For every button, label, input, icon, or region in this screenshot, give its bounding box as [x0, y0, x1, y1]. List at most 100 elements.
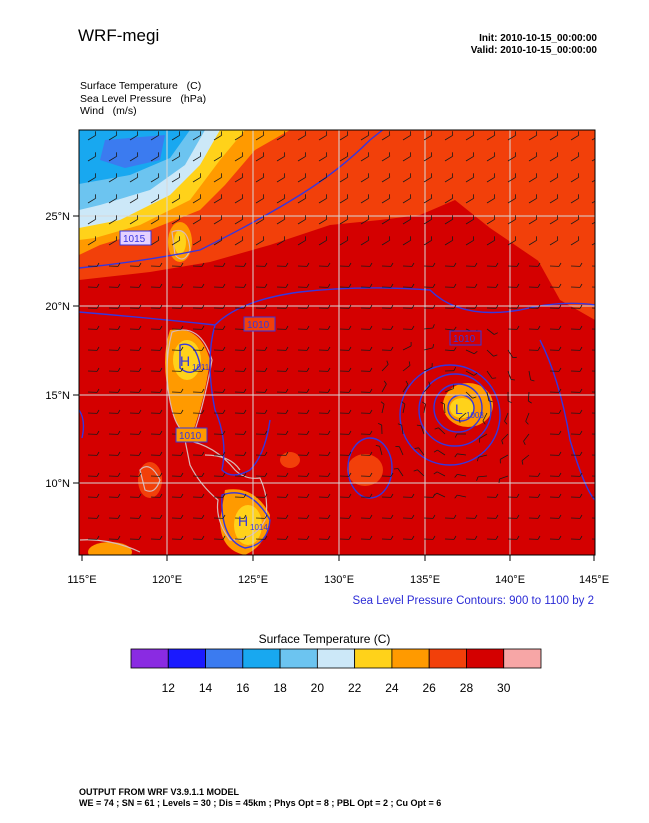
wind-barb: [297, 239, 306, 246]
wind-barb: [457, 453, 467, 456]
wind-barb: [591, 221, 595, 225]
wind-barb-feather: [264, 535, 268, 540]
wind-barb-feather: [601, 284, 603, 287]
wind-barb-feather: [243, 451, 247, 456]
wind-barb: [570, 218, 579, 225]
wind-barb-feather: [285, 451, 289, 456]
wind-barb-feather: [117, 451, 121, 456]
wind-barb: [507, 239, 516, 246]
wind-barb: [360, 218, 369, 225]
wind-barb: [486, 218, 495, 225]
wind-barb-feather: [285, 325, 289, 330]
wind-barb-feather: [201, 367, 205, 372]
wind-barb-feather: [285, 472, 289, 477]
wind-barb-feather: [243, 304, 247, 309]
wind-barb: [318, 197, 327, 204]
wind-barb: [486, 155, 495, 162]
wind-barb-feather: [390, 514, 394, 519]
wind-barb: [465, 370, 474, 376]
wind-barb: [528, 176, 537, 183]
wind-barb-feather: [348, 472, 352, 477]
wind-barb-feather: [516, 283, 520, 288]
wind-barb: [381, 134, 390, 141]
wind-barb-feather: [96, 283, 100, 288]
wind-barb-feather: [458, 418, 461, 423]
wind-barb: [591, 242, 595, 246]
colorbar-label: 12: [162, 681, 176, 695]
wind-barb-feather: [243, 346, 247, 351]
wind-barb-feather: [579, 367, 583, 372]
wind-barb-feather: [433, 492, 438, 496]
wind-barb-feather: [117, 430, 121, 435]
colorbar-label: 20: [311, 681, 325, 695]
wind-barb-feather: [558, 388, 562, 393]
wind-barb-feather: [285, 283, 289, 288]
lat-label-15: 15°N: [45, 390, 70, 402]
isobar-label-box-4: [175, 427, 208, 443]
wind-barb-feather: [96, 325, 100, 330]
wind-barb: [465, 349, 475, 355]
wind-barb: [213, 155, 222, 162]
wind-barb: [486, 239, 495, 246]
wind-barb-feather: [96, 367, 100, 372]
wind-barb-feather: [474, 262, 478, 267]
colorbar-swatch: [205, 648, 244, 669]
wind-barb-feather: [579, 388, 583, 393]
wind-barb: [423, 218, 432, 225]
wind-barb-feather: [348, 262, 352, 267]
wind-barb-feather: [432, 324, 435, 329]
lon-label-130: 130°E: [324, 574, 354, 586]
wind-barb-feather: [558, 451, 562, 456]
wind-barb-feather: [432, 262, 436, 267]
wind-barb-feather: [453, 262, 457, 267]
wind-barb: [402, 155, 411, 162]
wind-barb: [570, 197, 579, 204]
wind-barb-feather: [138, 514, 142, 519]
wind-barb-feather: [601, 494, 603, 497]
colorbar-swatch: [167, 648, 206, 669]
wind-barb-feather: [601, 452, 603, 455]
wind-barb: [486, 349, 494, 357]
wind-barb: [87, 155, 96, 162]
wind-barb: [444, 155, 453, 162]
wind-barb-feather: [537, 493, 541, 498]
wind-barb: [465, 197, 474, 204]
lat-label-25: 25°N: [45, 211, 70, 223]
wind-barb: [129, 197, 138, 204]
wind-barb: [129, 155, 138, 162]
low-center-letter: L: [455, 401, 463, 417]
wind-barb: [381, 197, 390, 204]
wind-barb-feather: [601, 305, 603, 308]
wind-barb-feather: [558, 262, 562, 267]
wind-barb-feather: [474, 514, 478, 519]
lat-label-10: 10°N: [45, 478, 70, 490]
colorbar-label: 18: [273, 681, 287, 695]
wind-barb-feather: [558, 472, 562, 477]
footer-line-1: OUTPUT FROM WRF V3.9.1.1 MODEL: [79, 787, 240, 797]
wind-barb-feather: [377, 422, 382, 426]
high-center-2-value: 1014: [250, 523, 268, 532]
wind-barb-feather: [495, 304, 499, 309]
wind-barb-feather: [222, 430, 226, 435]
wind-barb: [465, 134, 474, 141]
wind-barb-feather: [579, 451, 583, 456]
wind-barb-feather: [264, 409, 268, 414]
wind-barb-feather: [504, 421, 508, 425]
wind-barb: [297, 197, 306, 204]
wind-barb-feather: [383, 380, 387, 385]
wind-barb-feather: [327, 409, 331, 414]
wind-barb-feather: [501, 440, 504, 445]
wind-barb: [458, 412, 467, 420]
wind-barb: [379, 446, 383, 456]
wind-barb-feather: [117, 535, 121, 540]
wind-barb-feather: [390, 304, 394, 309]
wind-barb: [444, 176, 453, 183]
wind-barb-feather: [579, 409, 583, 414]
wind-barb-feather: [348, 367, 352, 372]
wind-barb: [87, 197, 96, 204]
wind-barb-feather: [96, 451, 100, 456]
wind-barb-feather: [516, 514, 520, 519]
wind-barb-feather: [510, 379, 515, 381]
wind-barb: [192, 197, 201, 204]
wind-barb: [479, 433, 488, 439]
